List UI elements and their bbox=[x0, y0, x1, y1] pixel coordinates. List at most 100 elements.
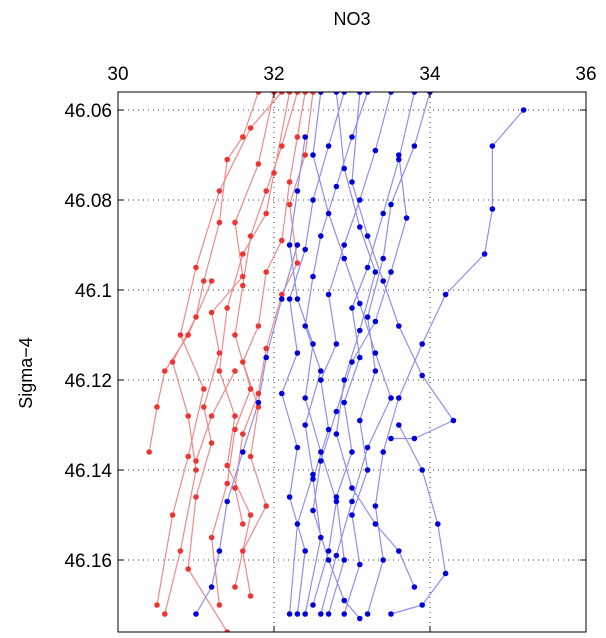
data-point bbox=[341, 597, 348, 604]
series-line-18 bbox=[335, 92, 415, 588]
data-point bbox=[411, 143, 418, 149]
x-tick-label: 30 bbox=[107, 64, 128, 85]
data-point bbox=[302, 323, 309, 329]
data-point bbox=[279, 291, 285, 298]
data-point bbox=[224, 156, 230, 163]
data-point bbox=[310, 152, 316, 158]
data-point bbox=[364, 92, 371, 95]
data-point bbox=[419, 341, 426, 347]
data-point bbox=[388, 92, 394, 95]
data-point bbox=[294, 188, 301, 194]
data-point bbox=[154, 404, 160, 410]
data-point bbox=[255, 399, 262, 406]
data-point bbox=[388, 269, 394, 275]
data-point bbox=[162, 368, 168, 374]
data-point bbox=[325, 210, 332, 217]
y-axis-label: Sigma−4 bbox=[16, 337, 36, 409]
data-point bbox=[310, 471, 316, 478]
data-point bbox=[302, 611, 309, 617]
data-point bbox=[146, 449, 152, 455]
data-point bbox=[208, 440, 215, 446]
data-point bbox=[232, 426, 238, 433]
data-point bbox=[333, 494, 340, 500]
data-point bbox=[263, 345, 270, 352]
data-point bbox=[419, 467, 426, 473]
data-point bbox=[279, 390, 285, 397]
data-point bbox=[318, 458, 324, 464]
data-point bbox=[201, 278, 207, 284]
data-point bbox=[154, 602, 160, 608]
data-point bbox=[489, 143, 496, 149]
data-point bbox=[310, 92, 316, 95]
data-point bbox=[169, 512, 176, 518]
data-point bbox=[208, 534, 215, 541]
data-point bbox=[286, 92, 293, 95]
data-point bbox=[396, 422, 402, 428]
data-point bbox=[349, 449, 355, 455]
data-point bbox=[372, 147, 379, 154]
data-point bbox=[263, 503, 270, 509]
axis-tick-labels: 30 32 34 36 46.06 46.08 46.1 46.12 46.14 46.16 bbox=[64, 64, 596, 572]
chart-title: NO3 bbox=[333, 9, 370, 29]
data-point bbox=[224, 480, 230, 487]
x-tick-label: 32 bbox=[263, 64, 284, 85]
data-point bbox=[349, 359, 355, 365]
data-point bbox=[396, 152, 402, 158]
data-point bbox=[279, 143, 285, 149]
data-point bbox=[357, 92, 363, 95]
data-point bbox=[333, 183, 340, 190]
data-point bbox=[310, 507, 316, 514]
data-point bbox=[372, 368, 379, 374]
data-point bbox=[216, 602, 223, 608]
series-line-5 bbox=[218, 92, 291, 588]
data-point bbox=[224, 305, 230, 311]
data-point bbox=[255, 390, 262, 397]
data-point bbox=[240, 449, 246, 455]
data-point bbox=[333, 498, 340, 505]
data-point bbox=[201, 386, 207, 392]
data-point bbox=[318, 611, 324, 617]
data-point bbox=[224, 462, 230, 469]
data-point bbox=[318, 534, 324, 541]
series-line-22 bbox=[289, 136, 337, 606]
data-point bbox=[294, 296, 301, 302]
data-point bbox=[247, 593, 254, 599]
data-point bbox=[310, 602, 316, 608]
data-point bbox=[403, 215, 410, 221]
axis-ticks bbox=[117, 92, 587, 632]
data-point bbox=[372, 318, 379, 325]
data-point bbox=[318, 368, 324, 374]
data-point bbox=[318, 377, 324, 383]
data-point bbox=[302, 246, 309, 253]
data-point bbox=[185, 332, 191, 338]
data-point bbox=[294, 350, 301, 356]
data-point bbox=[333, 552, 340, 559]
data-point bbox=[411, 435, 418, 442]
data-point bbox=[294, 444, 301, 451]
data-point bbox=[372, 521, 379, 527]
data-point bbox=[411, 92, 418, 95]
data-point bbox=[396, 156, 402, 163]
data-point bbox=[372, 350, 379, 356]
data-point bbox=[247, 512, 254, 518]
y-tick-label: 46.1 bbox=[75, 281, 112, 302]
data-point bbox=[302, 548, 309, 554]
data-point bbox=[193, 264, 199, 271]
data-point bbox=[193, 467, 199, 473]
data-point bbox=[364, 233, 371, 239]
data-point bbox=[442, 291, 449, 298]
data-point bbox=[232, 485, 238, 491]
data-point bbox=[364, 264, 371, 271]
data-point bbox=[325, 611, 332, 617]
data-point bbox=[177, 332, 184, 338]
data-point bbox=[193, 314, 199, 320]
data-point bbox=[357, 300, 363, 307]
data-point bbox=[318, 92, 324, 95]
data-point bbox=[442, 570, 449, 577]
data-point bbox=[247, 453, 254, 460]
data-point bbox=[201, 404, 207, 410]
grid bbox=[118, 92, 586, 632]
data-point bbox=[419, 602, 426, 608]
data-point bbox=[185, 413, 191, 419]
data-point bbox=[357, 417, 363, 424]
